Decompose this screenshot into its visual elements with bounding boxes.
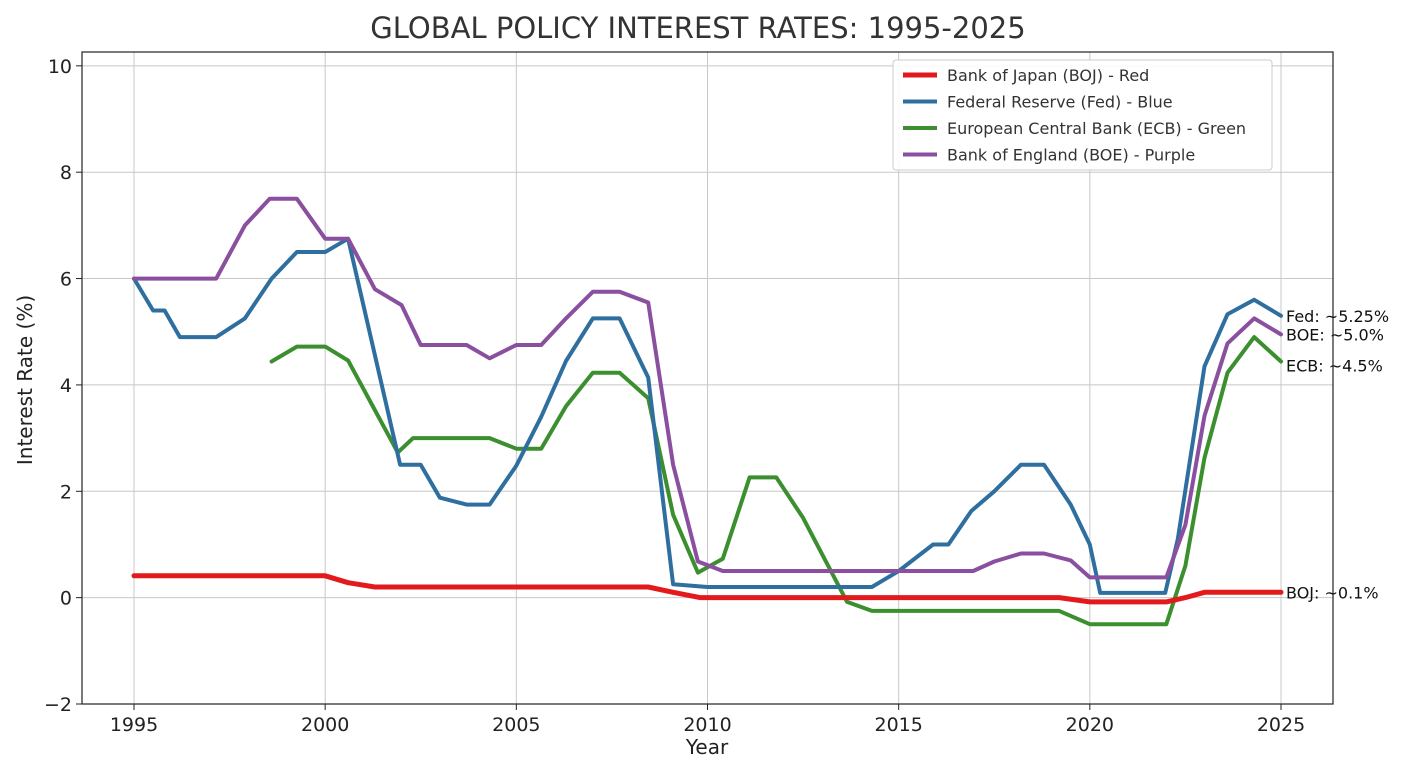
y-tick-label: 8 — [60, 162, 72, 184]
legend-entry: Bank of Japan (BOJ) - Red — [947, 66, 1149, 85]
chart-title: GLOBAL POLICY INTEREST RATES: 1995-2025 — [370, 11, 1025, 45]
y-tick-label: −2 — [44, 694, 72, 716]
y-tick-label: 4 — [60, 375, 72, 397]
legend-box — [892, 59, 1273, 171]
x-tick-label: 1995 — [110, 714, 158, 736]
y-tick-label: 6 — [60, 269, 72, 291]
x-tick-label: 2000 — [301, 714, 349, 736]
series-line-0 — [131, 573, 1284, 605]
y-tick-label: 0 — [60, 588, 72, 610]
series-line-3 — [132, 196, 1283, 580]
series-annotation: BOJ: ~0.1% — [1286, 583, 1379, 602]
series-line-2 — [269, 335, 1283, 627]
y-axis-label: Interest Rate (%) — [13, 295, 37, 465]
series-annotation: Fed: ~5.25% — [1286, 307, 1389, 326]
ticks: 1995 2000 2005 2010 2015 2020 2025 −2 0 2 4 6 8 10 — [44, 56, 1305, 736]
x-tick-label: 2020 — [1066, 714, 1114, 736]
y-tick-label: 2 — [60, 481, 72, 503]
series-lines — [131, 196, 1284, 627]
legend-entry: European Central Bank (ECB) - Green — [947, 119, 1246, 138]
series-annotation: ECB: ~4.5% — [1286, 357, 1383, 376]
y-tick-label: 10 — [48, 56, 72, 78]
series-annotation: BOE: ~5.0% — [1286, 325, 1384, 344]
x-tick-label: 2015 — [874, 714, 922, 736]
legend-entry: Federal Reserve (Fed) - Blue — [947, 93, 1173, 112]
x-tick-label: 2005 — [492, 714, 540, 736]
annotations: BOJ: ~0.1% Fed: ~5.25% ECB: ~4.5% BOE: ~5.0… — [1286, 307, 1389, 603]
legend: Bank of Japan (BOJ) - Red Federal Reserve… — [892, 59, 1273, 171]
legend-entry: Bank of England (BOE) - Purple — [947, 146, 1195, 165]
series-line-1 — [132, 236, 1283, 595]
x-axis-label: Year — [685, 735, 729, 759]
x-tick-label: 2025 — [1257, 714, 1305, 736]
x-tick-label: 2010 — [683, 714, 731, 736]
